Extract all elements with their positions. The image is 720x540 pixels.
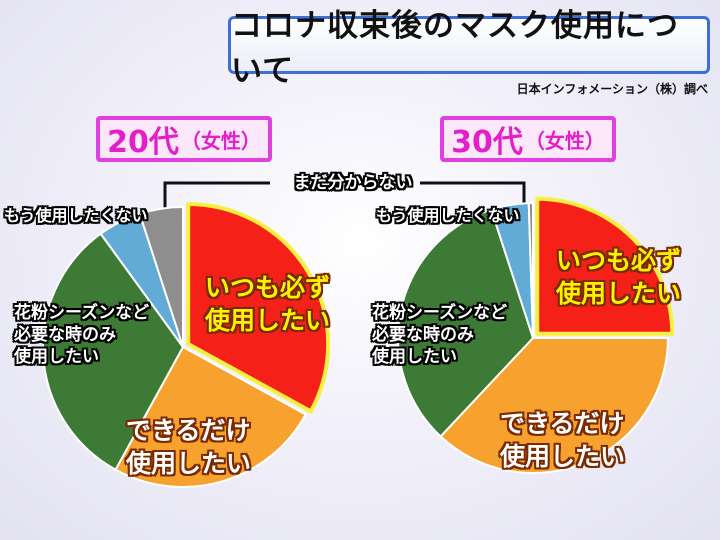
pie-1-slice-as-much [114, 346, 307, 488]
chart-1-sex: （女性） [180, 128, 261, 153]
chart-2-always-line2: 使用したい [556, 278, 682, 308]
chart-2-asmuch-label: できるだけ 使用したい [500, 408, 625, 473]
chart-1-pollen-label: 花粉シーズンなど 必要な時のみ 使用したい [14, 302, 149, 368]
chart-1-pollen-line1: 花粉シーズンなど [14, 303, 150, 323]
chart-2-asmuch-line2: 使用したい [500, 441, 626, 471]
chart-2-pollen-label: 花粉シーズンなど 必要な時のみ 使用したい [372, 302, 507, 368]
pie-1-slice-always [186, 201, 331, 414]
pie-1-slice-unknown [138, 206, 184, 348]
pie-2-slice-always [535, 196, 675, 336]
chart-2-pollen-line3: 使用したい [372, 347, 457, 368]
chart-1-always-line2: 使用したい [205, 305, 331, 335]
chart-2-always-line1: いつも必ず [556, 246, 682, 275]
pie-2-slice-unknown [527, 202, 534, 339]
chart-1-age: 20代 [107, 125, 179, 160]
chart-1-always-label: いつも必ず 使用したい [205, 272, 330, 337]
pie-2-slice-pollen [397, 208, 534, 438]
chart-2-badge: 30代 （女性） [440, 116, 616, 162]
chart-1-badge: 20代 （女性） [96, 116, 272, 162]
chart-2-always-label: いつも必ず 使用したい [556, 245, 681, 310]
pie-1-slice-pollen [42, 232, 184, 471]
chart-2-sex: （女性） [524, 128, 605, 153]
chart-2-age: 30代 [451, 125, 523, 160]
chart-1-always-line1: いつも必ず [205, 273, 331, 302]
pie-chart-20s [42, 201, 331, 488]
chart-2-asmuch-line1: できるだけ [500, 409, 625, 438]
chart-2-nomore-label: もう使用したくない [376, 206, 520, 225]
pie-chart-30s [397, 196, 675, 474]
chart-2-pollen-line2: 必要な時のみ [372, 325, 474, 346]
unknown-bracket [163, 181, 270, 210]
chart-2-pollen-line1: 花粉シーズンなど [372, 303, 508, 323]
pie-2-slice-as-much [439, 337, 669, 474]
chart-1-pollen-line2: 必要な時のみ [14, 325, 116, 346]
chart-1-nomore-label: もう使用したくない [4, 206, 148, 225]
source-note: 日本インフォメーション（株）調べ [516, 82, 708, 96]
chart-1-asmuch-label: できるだけ 使用したい [126, 415, 251, 480]
unknown-bracket-right [420, 181, 526, 208]
chart-1-asmuch-line2: 使用したい [126, 448, 252, 478]
chart-1-asmuch-line1: できるだけ [126, 416, 251, 445]
chart-1-pollen-line3: 使用したい [14, 347, 99, 368]
unknown-label: まだ分からない [293, 173, 413, 193]
